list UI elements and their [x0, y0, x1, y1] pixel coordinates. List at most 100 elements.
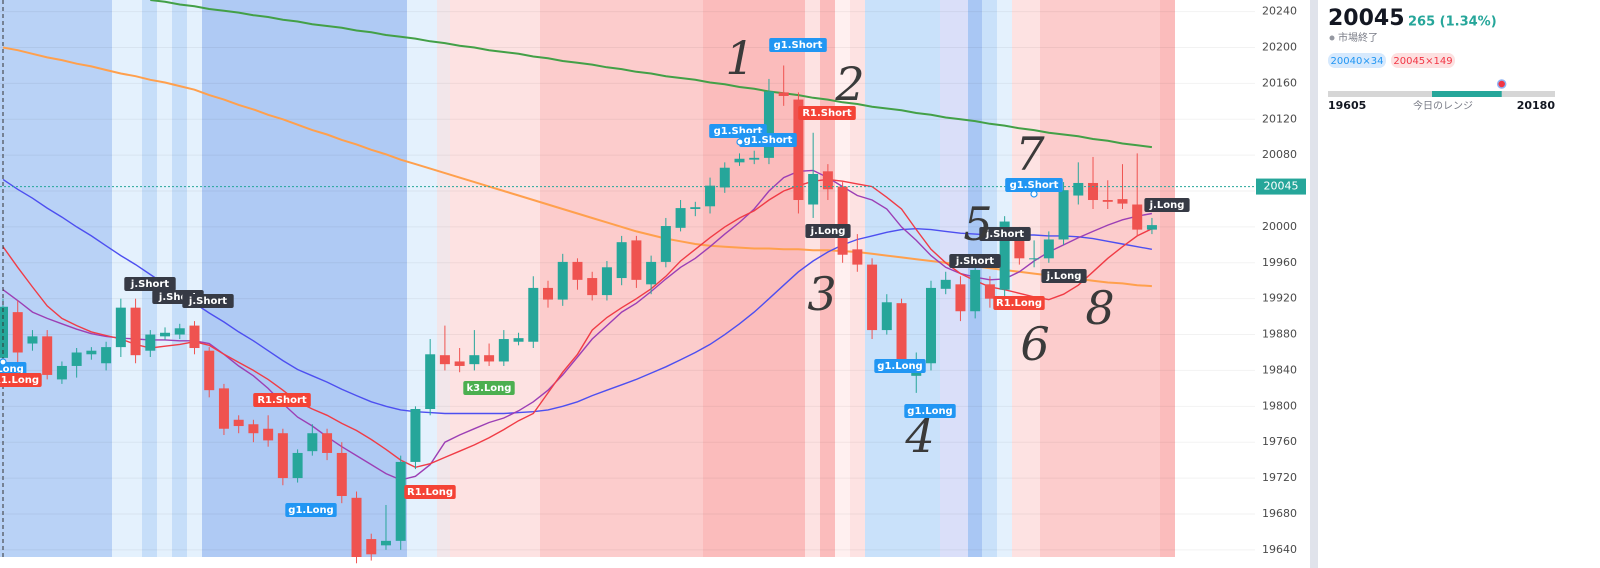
y-tick-label: 20000 [1262, 220, 1297, 233]
candle-body [793, 99, 804, 201]
signal-label-bg [1005, 178, 1063, 192]
handwritten-note: 6 [1020, 317, 1049, 371]
handwritten-note: 4 [904, 409, 934, 463]
candle-body [1043, 239, 1054, 259]
y-tick-label: 20200 [1262, 41, 1297, 54]
y-tick-label: 20080 [1262, 148, 1297, 161]
candle-body [719, 167, 730, 188]
signal-label: g1.Long [288, 505, 333, 516]
signal-label: g1.Short [774, 40, 823, 51]
signal-label-bg [739, 133, 797, 147]
y-tick-label: 20120 [1262, 112, 1297, 125]
candle-body [867, 264, 878, 331]
range-label: 今日のレンジ [1413, 99, 1473, 112]
signal-label-bg [1041, 269, 1087, 283]
y-tick-label: 19720 [1262, 471, 1297, 484]
range-high: 20180 [1517, 99, 1556, 112]
status-dot [1329, 35, 1335, 41]
candle-body [513, 338, 524, 342]
signal-label-bg [182, 294, 234, 308]
overlay: 19640 19680 19720 19760 19800 19840 19880 19920… [0, 5, 1507, 556]
signal-label-bg [463, 381, 515, 395]
price-axis [1255, 0, 1310, 568]
candle-body [705, 185, 716, 207]
candle-body [837, 186, 848, 255]
candle-body [970, 269, 981, 312]
last-price-label: 20045 [1264, 180, 1299, 193]
candle-body [56, 365, 67, 380]
signal-label: R1.Short [802, 108, 852, 119]
signal-label-bg [798, 106, 856, 120]
signal-label: R1.Long [0, 375, 39, 386]
candle-body [189, 325, 200, 349]
candle-body [660, 226, 671, 262]
signal-label: R1.Long [407, 487, 453, 498]
candle-body [484, 355, 495, 362]
candle-body [101, 347, 112, 364]
signal-band [850, 0, 865, 557]
candle-body [881, 302, 892, 331]
y-tick-label: 19800 [1262, 399, 1297, 412]
candle-body [130, 307, 141, 356]
signal-band [1160, 0, 1175, 557]
candle-body [71, 352, 82, 366]
panel-divider [1310, 0, 1318, 568]
range-low: 19605 [1328, 99, 1366, 112]
candle-body [380, 540, 391, 546]
signal-label-bg [285, 503, 337, 517]
range-marker [1496, 79, 1507, 89]
candle-body [763, 91, 774, 158]
ma-line [150, 0, 1153, 149]
signal-band [172, 0, 187, 557]
candle-body [439, 355, 450, 365]
handwritten-note: 5 [963, 197, 992, 251]
candle-body [351, 497, 362, 557]
candle-body [454, 361, 465, 366]
candle-body [778, 92, 789, 96]
candle-body [307, 433, 318, 452]
signal-label: g1.Short [744, 135, 793, 146]
candle-body [160, 332, 171, 337]
candle-body [557, 261, 568, 300]
signal-label-bg [993, 296, 1045, 310]
bottom-strip [0, 557, 1255, 568]
signal-label: j.Short [130, 279, 169, 290]
candle-body [808, 174, 819, 205]
candle-body [469, 355, 480, 365]
signal-label-bg [253, 393, 311, 407]
signal-label: j.Short [158, 292, 197, 303]
signal-band [0, 0, 112, 557]
signal-band [1012, 0, 1040, 557]
handwritten-note: 8 [1085, 281, 1114, 335]
handwritten-note: 7 [1015, 127, 1045, 181]
y-tick-label: 19960 [1262, 256, 1297, 269]
candle-body [336, 452, 347, 497]
signal-dot [736, 138, 744, 146]
candle-body [1088, 182, 1099, 201]
signal-dot [0, 358, 7, 366]
plot-area [0, 0, 1255, 564]
signal-label-bg [0, 362, 27, 376]
y-tick-label: 19640 [1262, 543, 1297, 556]
signal-band [835, 0, 850, 557]
signal-label: j.Long [1046, 271, 1082, 282]
y-tick-label: 19920 [1262, 292, 1297, 305]
signal-label-bg [949, 254, 1001, 268]
signal-label: R1.Long [996, 298, 1042, 309]
candle-body [174, 328, 185, 335]
candle-body [601, 267, 612, 296]
candle-body [410, 409, 421, 462]
handwritten-note: 2 [834, 57, 864, 111]
panel-change: 265 (1.34%) [1408, 15, 1497, 30]
candle-body [822, 171, 833, 190]
candle-body [12, 312, 23, 353]
candle-body [425, 354, 436, 410]
candle-body [528, 287, 539, 342]
signal-band [805, 0, 820, 557]
signal-label: g1.Long [877, 361, 922, 372]
candle-body [690, 207, 701, 209]
signal-bands [0, 0, 1255, 568]
candle-body [292, 452, 303, 479]
candle-body [587, 278, 598, 296]
